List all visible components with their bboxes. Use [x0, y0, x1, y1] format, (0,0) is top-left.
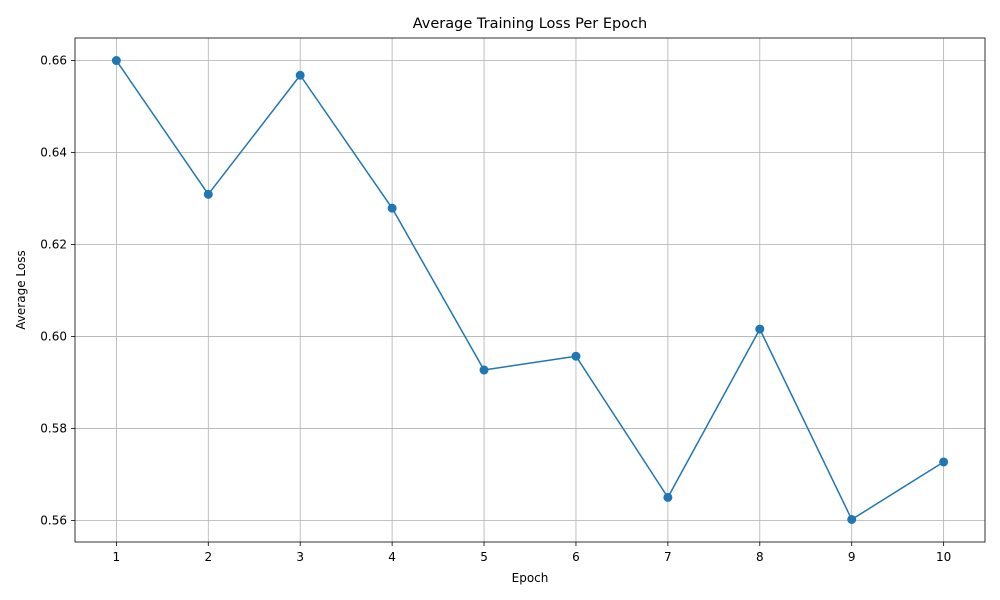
y-tick-label: 0.56: [40, 513, 67, 527]
y-tick-label: 0.66: [40, 54, 67, 68]
x-tick-label: 9: [848, 550, 856, 564]
y-tick-label: 0.60: [40, 329, 67, 343]
x-tick-label: 10: [936, 550, 951, 564]
x-tick-label: 8: [756, 550, 764, 564]
ticks: 1 2 3 4 5 6 7 8 9 10 0.56 0.58 0.60 0.62 0.64 0.66: [40, 54, 951, 564]
axes-frame: [74, 37, 986, 543]
x-tick-label: 1: [113, 550, 121, 564]
x-tick-label: 3: [296, 550, 304, 564]
data-point: [847, 514, 857, 524]
data-point: [479, 365, 489, 375]
x-tick-label: 5: [480, 550, 488, 564]
plot-area: [75, 38, 985, 542]
data-point: [571, 351, 581, 361]
data-point: [203, 189, 213, 199]
x-axis-label: Epoch: [512, 571, 549, 585]
x-tick-label: 7: [664, 550, 672, 564]
x-tick-label: 6: [572, 550, 580, 564]
data-point: [111, 56, 121, 66]
grid: [75, 38, 985, 542]
data-point: [939, 457, 949, 467]
y-tick-label: 0.64: [40, 146, 67, 160]
data-point: [663, 492, 673, 502]
y-tick-label: 0.62: [40, 237, 67, 251]
data-point: [387, 203, 397, 213]
axes-spines: [74, 37, 986, 543]
series-layer: [111, 56, 949, 524]
chart-title: Average Training Loss Per Epoch: [413, 16, 648, 32]
y-axis-label: Average Loss: [14, 250, 28, 329]
series-line: [115, 60, 945, 521]
y-tick-label: 0.58: [40, 421, 67, 435]
x-tick-label: 4: [388, 550, 396, 564]
data-point: [755, 324, 765, 334]
data-point: [295, 70, 305, 80]
x-tick-label: 2: [204, 550, 212, 564]
